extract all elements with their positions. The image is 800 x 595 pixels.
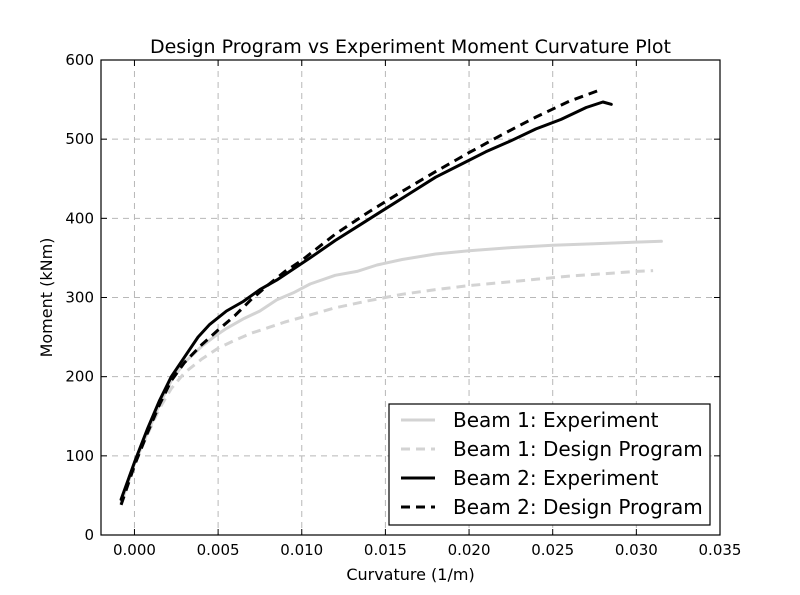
ticks-layer: 0.000 0.005 0.010 0.015 0.020 0.025 0.030 0.035… bbox=[65, 51, 741, 559]
legend-label: Beam 1: Experiment bbox=[453, 408, 659, 432]
series-line-4 bbox=[119, 88, 601, 506]
x-tick-label: 0.030 bbox=[615, 541, 658, 559]
x-axis-label: Curvature (1/m) bbox=[346, 565, 474, 584]
y-tick-label: 300 bbox=[65, 289, 94, 307]
series-line-2 bbox=[119, 269, 654, 504]
y-tick-label: 500 bbox=[65, 130, 94, 148]
legend-label: Beam 1: Design Program bbox=[453, 437, 703, 461]
x-tick-label: 0.010 bbox=[280, 541, 323, 559]
y-tick-label: 400 bbox=[65, 209, 94, 227]
x-tick-label: 0.035 bbox=[699, 541, 742, 559]
y-tick-label: 0 bbox=[84, 526, 94, 544]
series-layer bbox=[119, 88, 663, 506]
legend-label: Beam 2: Experiment bbox=[453, 466, 659, 490]
x-tick-label: 0.025 bbox=[531, 541, 574, 559]
series-line-3 bbox=[119, 100, 613, 501]
x-tick-label: 0.005 bbox=[197, 541, 240, 559]
chart-title: Design Program vs Experiment Moment Curv… bbox=[150, 36, 671, 58]
legend-box bbox=[388, 403, 711, 526]
x-tick-label: 0.020 bbox=[448, 541, 491, 559]
legend-label: Beam 2: Design Program bbox=[453, 495, 703, 519]
x-tick-label: 0.000 bbox=[113, 541, 156, 559]
y-axis-label: Moment (kNm) bbox=[37, 238, 56, 358]
y-tick-label: 100 bbox=[65, 447, 94, 465]
y-tick-label: 600 bbox=[65, 51, 94, 69]
y-tick-label: 200 bbox=[65, 368, 94, 386]
series-line-1 bbox=[119, 239, 663, 505]
x-tick-label: 0.015 bbox=[364, 541, 407, 559]
legend: Beam 1: Experiment Beam 1: Design Program… bbox=[388, 403, 711, 526]
